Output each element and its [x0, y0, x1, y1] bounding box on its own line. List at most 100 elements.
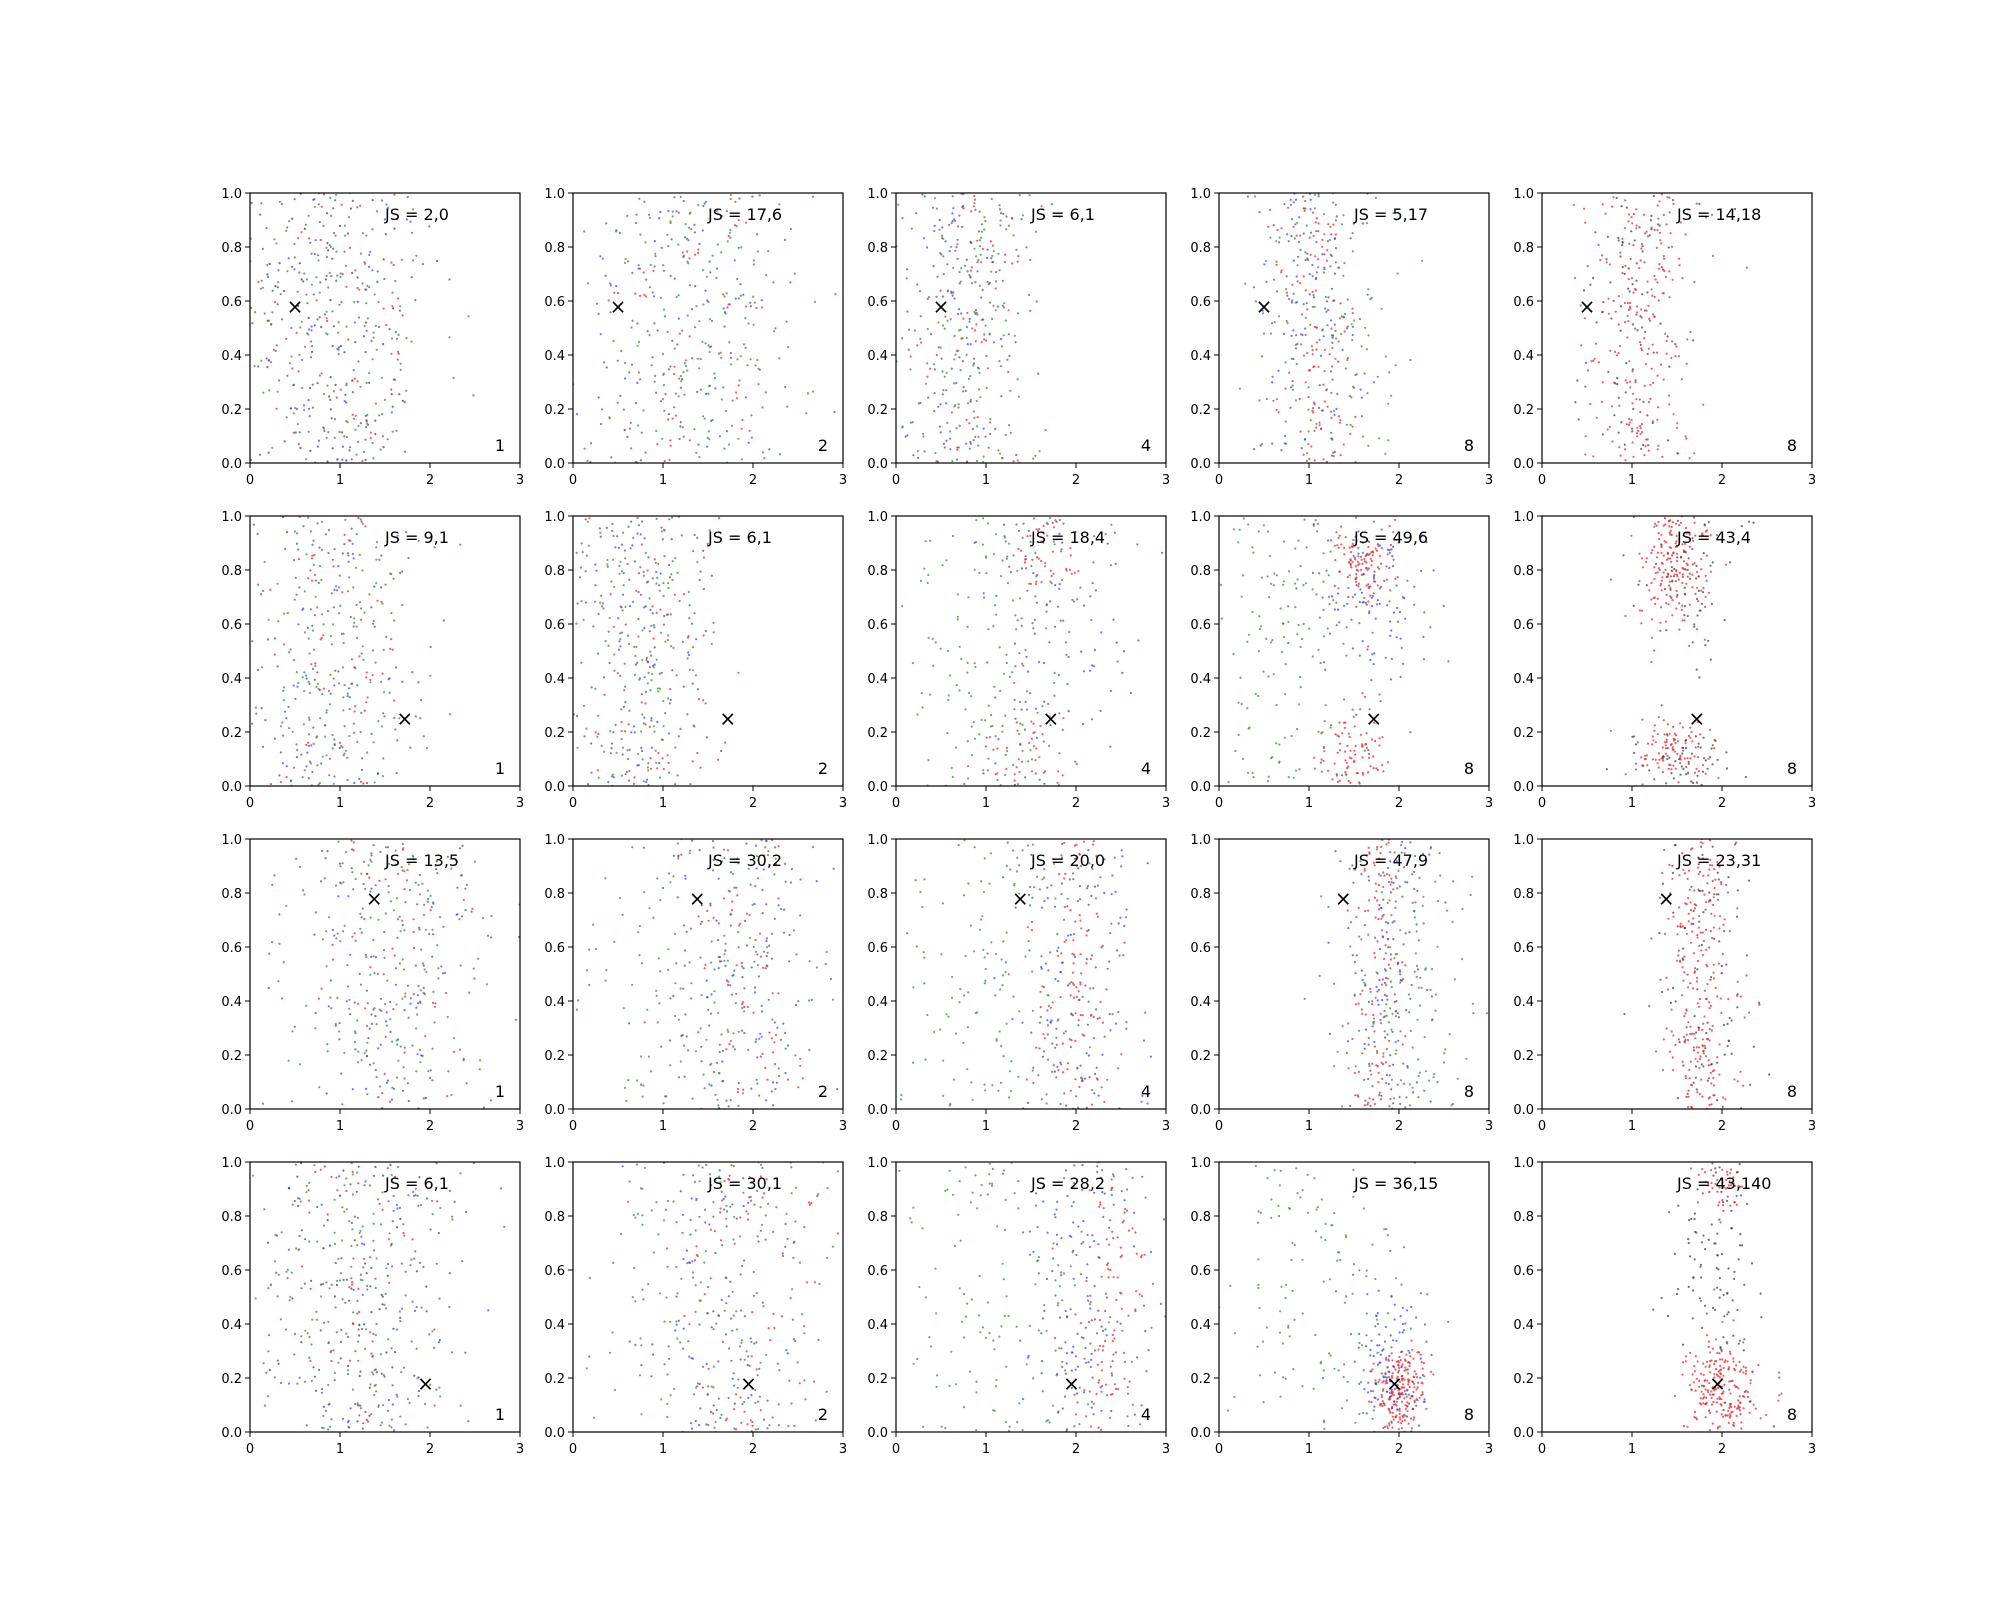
scatter-point-green — [303, 408, 306, 412]
scatter-point-green — [1240, 595, 1243, 598]
scatter-point-red — [1686, 757, 1689, 760]
scatter-point-red — [1661, 455, 1664, 458]
scatter-point-blue — [382, 712, 385, 715]
scatter-point-blue — [760, 299, 764, 302]
scatter-point-blue — [341, 445, 345, 448]
scatter-point-green — [424, 1097, 427, 1100]
scatter-point-blue — [328, 757, 331, 760]
scatter-point-green — [620, 774, 624, 777]
scatter-point-green — [357, 1050, 360, 1053]
scatter-point-red — [292, 659, 296, 662]
scatter-point-red — [1275, 263, 1278, 266]
y-tick-label: 0.8 — [544, 241, 565, 256]
scatter-point-red — [1640, 423, 1643, 426]
scatter-point-black — [299, 446, 302, 449]
scatter-point-green — [345, 325, 348, 328]
scatter-point-red — [1355, 516, 1358, 519]
scatter-point-red — [365, 671, 368, 674]
scatter-point-blue — [656, 720, 659, 724]
scatter-point-blue — [962, 204, 965, 208]
scatter-point-red — [1627, 213, 1631, 216]
scatter-point-red — [356, 380, 359, 383]
scatter-point-blue — [1326, 300, 1329, 303]
scatter-point-green — [683, 393, 686, 396]
scatter-point-blue — [1106, 542, 1109, 545]
scatter-point-red — [1661, 771, 1664, 774]
scatter-point-blue — [322, 426, 325, 429]
scatter-point-green — [747, 867, 750, 870]
scatter-point-green — [384, 1003, 387, 1006]
scatter-point-blue — [1040, 581, 1043, 584]
scatter-point-red — [1653, 228, 1656, 232]
scatter-point-green — [1252, 551, 1255, 554]
scatter-point-green — [954, 404, 957, 407]
scatter-point-green — [701, 340, 704, 343]
scatter-point-blue — [738, 197, 741, 200]
scatter-point-black — [1647, 444, 1650, 447]
scatter-point-red — [623, 662, 626, 665]
scatter-point-red — [1035, 580, 1038, 583]
scatter-point-blue — [348, 687, 351, 690]
scatter-point-green — [355, 625, 358, 628]
scatter-point-green — [989, 417, 992, 421]
scatter-point-green — [448, 336, 451, 339]
scatter-point-black — [1650, 228, 1653, 231]
scatter-point-blue — [295, 756, 298, 759]
scatter-point-red — [696, 751, 699, 755]
scatter-point-red — [325, 930, 328, 933]
scatter-point-red — [697, 251, 700, 254]
scatter-point-blue — [956, 313, 960, 316]
panel-0-3: 0 1 2 30.00.20.40.60.81.0×JS = 5,178 — [1190, 187, 1493, 488]
axes-frame — [1218, 192, 1490, 464]
scatter-point-blue — [962, 386, 965, 389]
scatter-point-red — [1640, 247, 1643, 250]
scatter-point-blue — [455, 913, 458, 916]
scatter-point-green — [687, 262, 690, 265]
x-tick-label: 2 — [1072, 796, 1080, 811]
scatter-point-green — [945, 371, 948, 374]
scatter-point-red — [1635, 208, 1638, 211]
scatter-point-red — [1368, 552, 1371, 556]
scatter-point-blue — [1392, 558, 1395, 561]
scatter-point-red — [392, 577, 395, 580]
scatter-point-red — [1062, 522, 1065, 525]
scatter-point-green — [927, 296, 931, 299]
scatter-point-red — [1311, 353, 1314, 356]
scatter-point-green — [419, 1061, 422, 1064]
scatter-point-green — [1232, 528, 1236, 531]
scatter-point-green — [1116, 660, 1119, 663]
scatter-point-green — [675, 295, 678, 299]
scatter-point-blue — [482, 1106, 485, 1109]
scatter-point-red — [766, 1078, 769, 1081]
scatter-point-blue — [1006, 358, 1009, 361]
scatter-point-blue — [633, 560, 637, 563]
scatter-point-green — [682, 371, 685, 374]
scatter-point-blue — [394, 983, 397, 986]
scatter-point-red — [1648, 589, 1651, 592]
scatter-point-black — [1633, 751, 1636, 755]
scatter-point-green — [980, 236, 983, 239]
scatter-point-blue — [986, 256, 989, 259]
scatter-point-green — [1241, 574, 1245, 577]
panel-count-label: 4 — [1141, 759, 1151, 778]
scatter-point-blue — [401, 923, 404, 927]
scatter-point-blue — [1404, 617, 1407, 620]
scatter-point-red — [1689, 726, 1692, 729]
scatter-point-red — [644, 451, 647, 454]
scatter-point-green — [1351, 339, 1354, 342]
scatter-point-red — [1355, 605, 1358, 609]
scatter-point-green — [343, 224, 346, 227]
scatter-point-green — [1281, 651, 1284, 654]
scatter-point-red — [383, 956, 386, 959]
scatter-point-blue — [365, 288, 368, 291]
scatter-point-black — [1605, 258, 1608, 261]
scatter-point-green — [973, 202, 976, 205]
scatter-point-red — [640, 746, 643, 750]
scatter-point-green — [345, 382, 348, 385]
scatter-point-red — [764, 391, 767, 394]
scatter-point-black — [1642, 764, 1645, 768]
scatter-point-red — [680, 534, 683, 537]
scatter-point-black — [1625, 362, 1628, 365]
y-tick-label: 0.0 — [1190, 457, 1211, 472]
scatter-point-blue — [974, 208, 977, 211]
